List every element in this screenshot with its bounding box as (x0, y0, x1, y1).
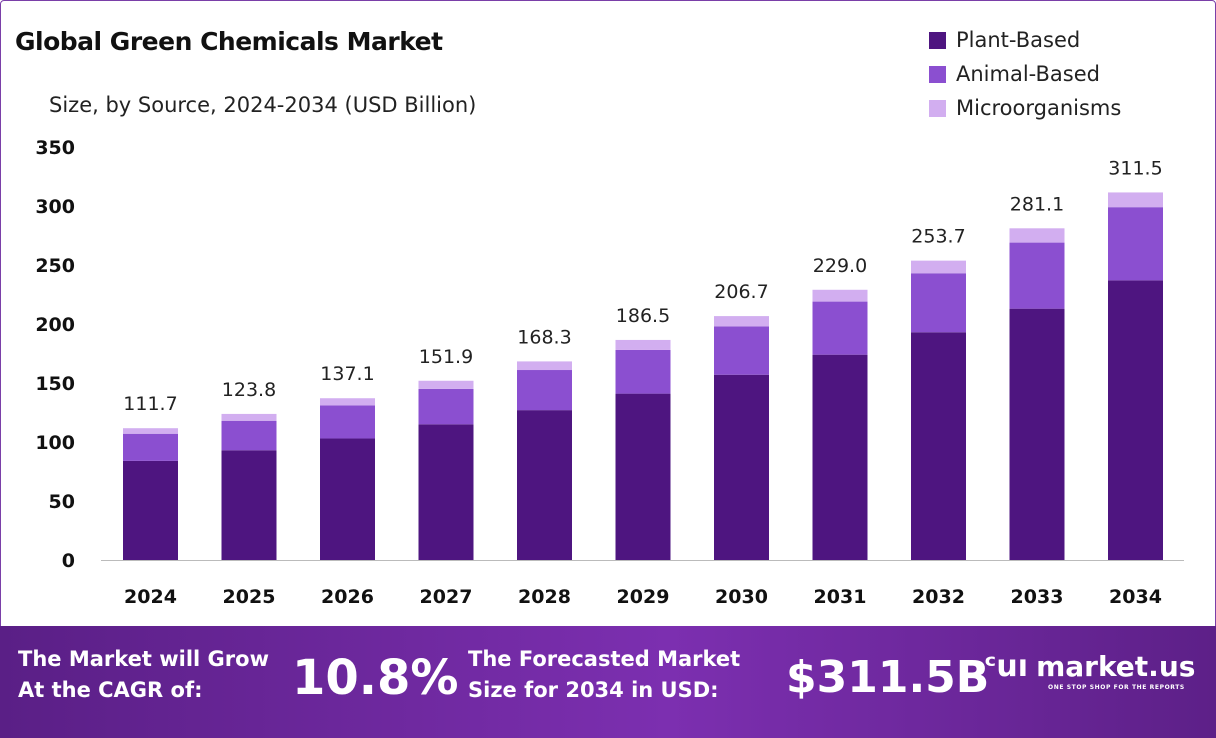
x-tick-label-2026: 2026 (321, 586, 374, 608)
bar-animal-based-2034 (1108, 207, 1163, 281)
x-tick-label-2028: 2028 (518, 586, 571, 608)
bar-microorganisms-2029 (615, 339, 671, 350)
forecast-label: The Forecasted Market Size for 2034 in U… (468, 644, 740, 706)
x-tick-label-2024: 2024 (124, 586, 177, 608)
bar-microorganisms-2034 (1108, 192, 1163, 208)
x-tick-label-2032: 2032 (912, 586, 965, 608)
legend: Plant-Based Animal-Based Microorganisms (929, 23, 1121, 125)
bar-animal-based-2025 (221, 420, 277, 451)
bar-microorganisms-2027 (418, 380, 474, 389)
bar-animal-based-2031 (812, 301, 868, 355)
total-label-2024: 111.7 (123, 393, 177, 415)
bar-animal-based-2026 (320, 405, 375, 439)
bar-plant-based-2032 (911, 332, 966, 560)
bar-microorganisms-2032 (911, 260, 966, 274)
total-label-2025: 123.8 (222, 379, 276, 401)
legend-item-microorganisms: Microorganisms (929, 91, 1121, 125)
bar-animal-based-2029 (615, 349, 671, 394)
legend-label-plant-based: Plant-Based (956, 28, 1081, 52)
total-label-2029: 186.5 (616, 305, 670, 327)
cagr-label: The Market will Grow At the CAGR of: (18, 644, 269, 706)
bar-plant-based-2033 (1009, 308, 1065, 560)
x-tick-label-2034: 2034 (1109, 586, 1162, 608)
cagr-value: 10.8% (292, 650, 459, 706)
bar-animal-based-2028 (517, 370, 572, 411)
legend-item-animal-based: Animal-Based (929, 57, 1121, 91)
total-label-2030: 206.7 (714, 281, 768, 303)
x-tick-label-2033: 2033 (1011, 586, 1064, 608)
bar-animal-based-2033 (1009, 242, 1065, 309)
bar-plant-based-2024 (123, 460, 178, 560)
bar-plant-based-2028 (517, 410, 572, 560)
market-us-logo-icon: ᶜuı (984, 649, 1029, 684)
legend-item-plant-based: Plant-Based (929, 23, 1121, 57)
bar-microorganisms-2030 (714, 316, 769, 327)
legend-label-animal-based: Animal-Based (956, 62, 1100, 86)
x-tick-label-2027: 2027 (420, 586, 473, 608)
stacked-bar-chart: 0 50 100 150 200 250 300 350 111.7 2024 123.8 2025 1… (35, 137, 1184, 608)
bar-plant-based-2031 (812, 354, 868, 560)
bar-microorganisms-2033 (1009, 228, 1065, 243)
total-label-2027: 151.9 (419, 346, 473, 368)
bar-plant-based-2029 (615, 393, 671, 560)
y-tick-label-250: 250 (35, 255, 75, 277)
cagr-label-line2: At the CAGR of: (18, 678, 203, 702)
bar-microorganisms-2026 (320, 398, 375, 406)
x-tick-label-2031: 2031 (814, 586, 867, 608)
y-tick-label-0: 0 (62, 550, 75, 572)
y-tick-label-100: 100 (35, 432, 75, 454)
forecast-label-line2: Size for 2034 in USD: (468, 678, 719, 702)
bar-animal-based-2024 (123, 433, 178, 461)
brand-tagline: ONE STOP SHOP FOR THE REPORTS (1048, 684, 1185, 691)
x-tick-label-2025: 2025 (223, 586, 276, 608)
bar-animal-based-2030 (714, 326, 769, 375)
total-label-2034: 311.5 (1108, 157, 1162, 179)
total-label-2026: 137.1 (320, 363, 374, 385)
x-tick-label-2030: 2030 (715, 586, 768, 608)
footer-banner: The Market will Grow At the CAGR of: 10.… (0, 626, 1216, 738)
y-tick-label-200: 200 (35, 314, 75, 336)
total-label-2031: 229.0 (813, 255, 867, 277)
bar-microorganisms-2025 (221, 413, 277, 421)
y-tick-label-300: 300 (35, 196, 75, 218)
legend-swatch-plant-based (929, 31, 946, 49)
cagr-label-line1: The Market will Grow (18, 647, 269, 671)
bar-plant-based-2026 (320, 438, 375, 560)
y-tick-label-150: 150 (35, 373, 75, 395)
total-label-2032: 253.7 (911, 226, 965, 248)
legend-label-microorganisms: Microorganisms (956, 96, 1122, 120)
bar-plant-based-2034 (1108, 280, 1163, 560)
bar-animal-based-2027 (418, 388, 474, 425)
brand-name: market.us (1036, 650, 1196, 683)
chart-title: Global Green Chemicals Market (15, 27, 443, 56)
bar-microorganisms-2028 (517, 361, 572, 371)
legend-swatch-microorganisms (929, 99, 946, 117)
bar-microorganisms-2024 (123, 428, 178, 434)
bar-microorganisms-2031 (812, 289, 868, 302)
total-label-2033: 281.1 (1010, 193, 1064, 215)
forecast-label-line1: The Forecasted Market (468, 647, 741, 671)
forecast-value: $311.5B (786, 652, 990, 703)
y-tick-label-350: 350 (35, 137, 75, 159)
bar-plant-based-2025 (221, 450, 277, 560)
bar-animal-based-2032 (911, 273, 966, 333)
x-tick-label-2029: 2029 (617, 586, 670, 608)
total-label-2028: 168.3 (517, 326, 571, 348)
legend-swatch-animal-based (929, 65, 946, 83)
y-tick-label-50: 50 (49, 491, 75, 513)
chart-subtitle: Size, by Source, 2024-2034 (USD Billion) (49, 93, 477, 117)
bar-plant-based-2030 (714, 374, 769, 560)
bar-plant-based-2027 (418, 424, 474, 560)
brand-logo: ᶜuı market.us (984, 652, 1195, 682)
